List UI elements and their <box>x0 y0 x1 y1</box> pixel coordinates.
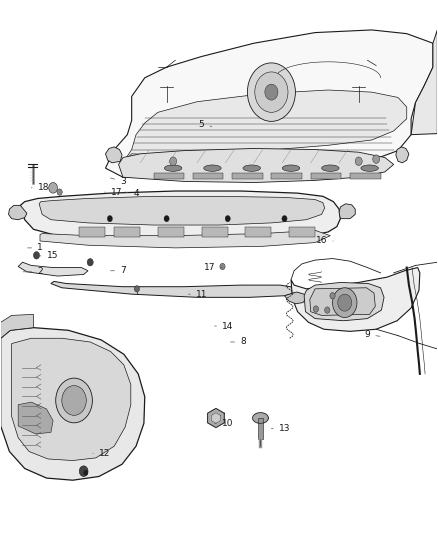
Ellipse shape <box>283 165 300 171</box>
Circle shape <box>170 157 177 165</box>
Circle shape <box>338 294 352 311</box>
Text: 12: 12 <box>93 449 110 458</box>
Circle shape <box>79 466 88 477</box>
Polygon shape <box>114 227 141 237</box>
Ellipse shape <box>204 165 221 171</box>
Text: 1: 1 <box>28 244 43 253</box>
Polygon shape <box>310 288 375 316</box>
Circle shape <box>330 293 335 299</box>
Circle shape <box>313 306 318 312</box>
Polygon shape <box>311 173 341 179</box>
Text: 14: 14 <box>215 321 233 330</box>
Circle shape <box>373 155 380 164</box>
Polygon shape <box>304 282 384 321</box>
Text: 9: 9 <box>364 330 380 339</box>
Polygon shape <box>272 173 302 179</box>
Ellipse shape <box>164 165 182 171</box>
Polygon shape <box>285 292 306 304</box>
Polygon shape <box>39 196 325 225</box>
Text: 17: 17 <box>105 188 122 197</box>
Polygon shape <box>12 338 131 461</box>
Polygon shape <box>106 30 433 177</box>
Polygon shape <box>1 328 145 480</box>
Polygon shape <box>258 418 263 439</box>
Circle shape <box>62 385 86 415</box>
Circle shape <box>33 252 39 259</box>
Text: 7: 7 <box>110 266 126 275</box>
Polygon shape <box>51 281 297 297</box>
Circle shape <box>247 63 295 122</box>
Polygon shape <box>350 173 381 179</box>
Circle shape <box>49 182 57 193</box>
Circle shape <box>332 288 357 318</box>
Polygon shape <box>411 30 437 135</box>
Polygon shape <box>289 227 315 237</box>
Polygon shape <box>153 173 184 179</box>
Circle shape <box>87 259 93 266</box>
Polygon shape <box>232 173 263 179</box>
Circle shape <box>84 470 88 475</box>
Polygon shape <box>158 227 184 237</box>
Text: 3: 3 <box>110 177 126 186</box>
Polygon shape <box>291 268 420 332</box>
Text: 11: 11 <box>188 289 207 298</box>
Text: 15: 15 <box>39 252 58 260</box>
Polygon shape <box>253 413 268 423</box>
Circle shape <box>107 215 113 222</box>
Ellipse shape <box>361 165 378 171</box>
Polygon shape <box>245 227 272 237</box>
Circle shape <box>325 307 330 313</box>
Polygon shape <box>9 205 27 220</box>
Circle shape <box>164 215 169 222</box>
Circle shape <box>282 215 287 222</box>
Text: 2: 2 <box>23 268 43 276</box>
Circle shape <box>57 189 62 195</box>
Circle shape <box>265 84 278 100</box>
Polygon shape <box>40 230 330 248</box>
Polygon shape <box>208 408 224 427</box>
Polygon shape <box>201 227 228 237</box>
Polygon shape <box>123 90 407 163</box>
Text: 5: 5 <box>199 119 212 128</box>
Circle shape <box>220 263 225 270</box>
Circle shape <box>134 286 140 292</box>
Circle shape <box>225 215 230 222</box>
Polygon shape <box>212 413 220 423</box>
Text: 8: 8 <box>230 337 246 346</box>
Polygon shape <box>18 402 53 434</box>
Ellipse shape <box>321 165 339 171</box>
Polygon shape <box>106 147 122 163</box>
Text: 10: 10 <box>215 419 233 428</box>
Polygon shape <box>79 227 106 237</box>
Circle shape <box>355 157 362 165</box>
Polygon shape <box>20 191 340 241</box>
Polygon shape <box>193 173 223 179</box>
Polygon shape <box>18 262 88 276</box>
Circle shape <box>255 72 288 112</box>
Ellipse shape <box>243 165 261 171</box>
Polygon shape <box>1 314 33 338</box>
Text: 4: 4 <box>125 189 139 198</box>
Text: 17: 17 <box>204 263 223 272</box>
Polygon shape <box>119 149 394 182</box>
Polygon shape <box>396 147 409 163</box>
Text: 16: 16 <box>316 237 333 246</box>
Text: 13: 13 <box>272 424 290 433</box>
Text: 18: 18 <box>31 183 49 192</box>
Polygon shape <box>339 204 355 219</box>
Circle shape <box>56 378 92 423</box>
